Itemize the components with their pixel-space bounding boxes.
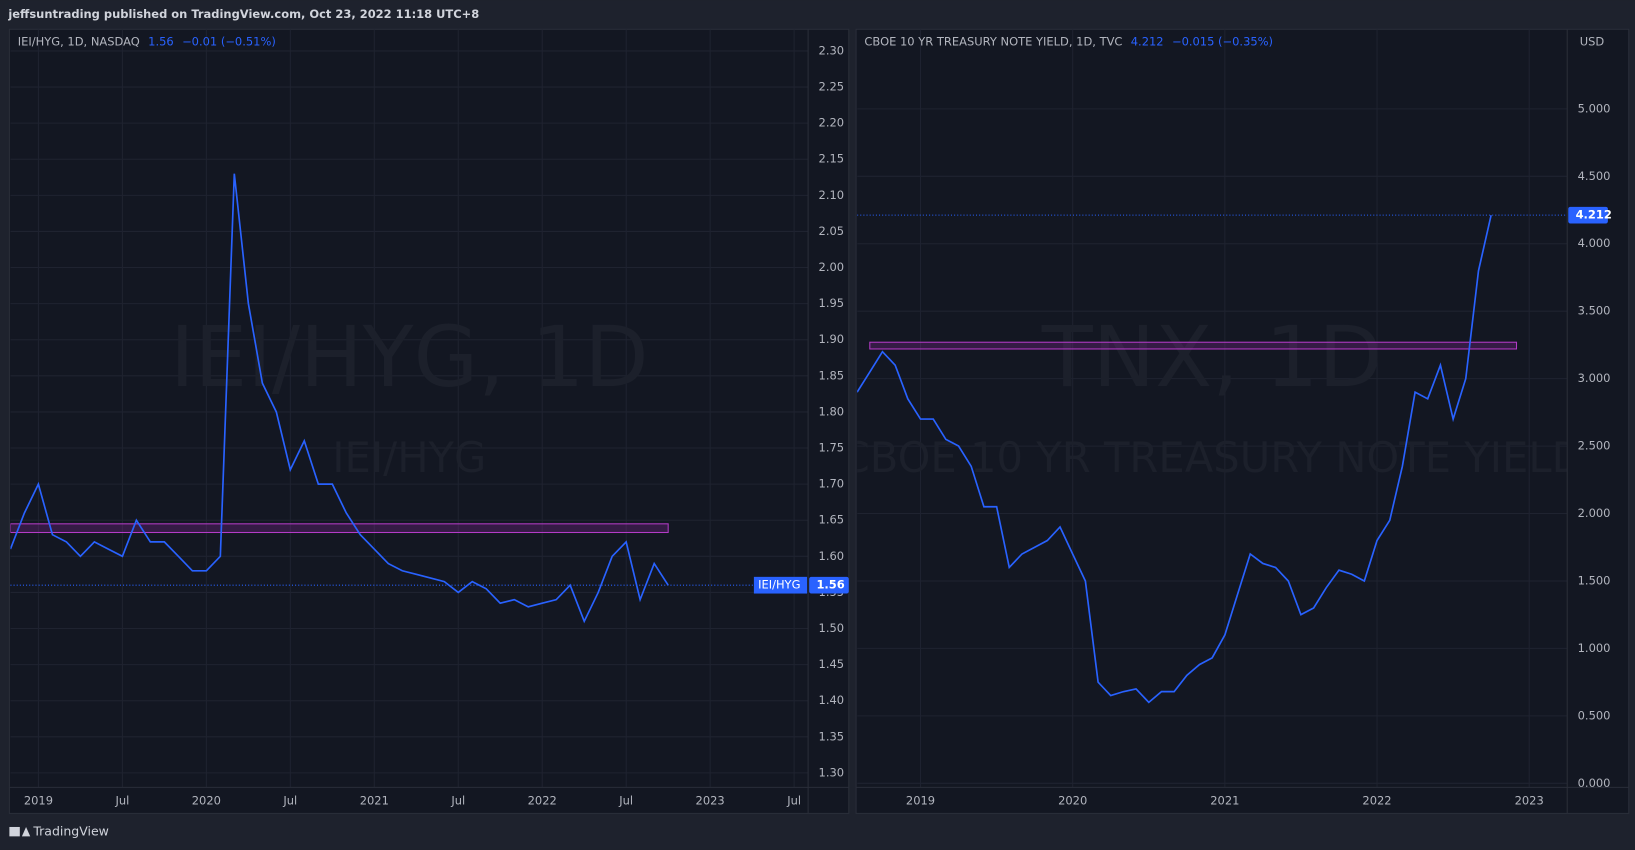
symbol-tag-box (753, 576, 808, 594)
watermark-sub: CBOE 10 YR TREASURY NOTE YIELD (841, 433, 1584, 482)
x-tick-label: 2021 (360, 793, 389, 807)
tv-logo (9, 826, 31, 837)
header: jeffsuntrading published on TradingView.… (7, 7, 479, 21)
currency: USD (1580, 34, 1605, 48)
y-tick-label: 1.90 (819, 332, 845, 346)
x-tick-label: 2022 (1362, 793, 1391, 807)
y-tick-label: 1.60 (819, 549, 845, 563)
y-tick-label: 3.500 (1578, 304, 1611, 318)
y-tick-label: 2.500 (1578, 439, 1611, 453)
y-tick-label: 2.10 (819, 188, 845, 202)
x-tick-label: Jul (786, 793, 801, 807)
y-tick-label: 1.95 (819, 296, 845, 310)
panel (8, 28, 850, 814)
y-tick-label: 2.000 (1578, 506, 1611, 520)
y-tick-label: 4.500 (1578, 169, 1611, 183)
y-tick-label: 4.000 (1578, 236, 1611, 250)
price-line (10, 173, 669, 624)
price-tag-box (1568, 206, 1608, 224)
price-line (857, 215, 1492, 704)
y-tick-label: 1.50 (819, 621, 845, 635)
y-tick-label: 2.25 (819, 80, 845, 94)
y-tick-label: 1.75 (819, 441, 845, 455)
zone (869, 341, 1518, 350)
watermark: IEI/HYG, 1D (170, 309, 649, 406)
plot-area: IEI/HYG, 1D IEI/HYG (10, 29, 809, 788)
x-tick-label: 2023 (1515, 793, 1544, 807)
y-tick-label: 1.40 (819, 693, 845, 707)
y-tick-label: 1.30 (819, 765, 845, 779)
y-tick-label: 2.30 (819, 43, 845, 57)
x-tick-label: 2022 (528, 793, 557, 807)
y-tick-label: 1.70 (819, 477, 845, 491)
x-tick-label: 2020 (1058, 793, 1087, 807)
y-tick-label: 2.15 (819, 152, 845, 166)
x-tick-label: Jul (450, 793, 465, 807)
x-tick-label: Jul (282, 793, 297, 807)
y-tick-label: 3.000 (1578, 371, 1611, 385)
legend-price: 4.212 (1131, 34, 1164, 48)
symbol-tag: IEI/HYG (758, 578, 800, 592)
y-tick-label: 1.65 (819, 513, 845, 527)
y-tick-label: 2.05 (819, 224, 845, 238)
y-tick-label: 1.000 (1578, 641, 1611, 655)
y-tick-label: 1.45 (819, 657, 845, 671)
plot-area: TNX, 1D CBOE 10 YR TREASURY NOTE YIELD (841, 29, 1584, 788)
legend-price: 1.56 (148, 34, 174, 48)
watermark-sub: IEI/HYG (332, 433, 486, 482)
y-tick-label: 0.000 (1578, 776, 1611, 790)
x-tick-label: 2020 (192, 793, 221, 807)
y-tick-label: 1.80 (819, 404, 845, 418)
panel (855, 28, 1630, 814)
y-tick-label: 0.500 (1578, 708, 1611, 722)
y-tick-label: 2.20 (819, 116, 845, 130)
price-tag: 4.212 (1576, 208, 1612, 222)
zone (10, 523, 669, 534)
watermark: TNX, 1D (1041, 309, 1383, 406)
price-tag: 1.56 (816, 578, 844, 592)
y-tick-label: 2.00 (819, 260, 845, 274)
legend-change: −0.015 (−0.35%) (1172, 34, 1273, 48)
x-tick-label: 2019 (906, 793, 935, 807)
y-tick-label: 1.85 (819, 368, 845, 382)
x-tick-label: Jul (618, 793, 633, 807)
x-tick-label: Jul (114, 793, 129, 807)
x-tick-label: 2019 (24, 793, 53, 807)
y-tick-label: 1.500 (1578, 573, 1611, 587)
legend-change: −0.01 (−0.51%) (182, 34, 276, 48)
legend-title: IEI/HYG, 1D, NASDAQ (18, 34, 140, 48)
x-tick-label: 2021 (1210, 793, 1239, 807)
y-tick-label: 1.35 (819, 729, 845, 743)
x-tick-label: 2023 (696, 793, 725, 807)
footer: TradingView (32, 824, 109, 839)
price-tag-box (809, 576, 849, 594)
y-tick-label: 5.000 (1578, 101, 1611, 115)
legend-title: CBOE 10 YR TREASURY NOTE YIELD, 1D, TVC (864, 34, 1122, 48)
